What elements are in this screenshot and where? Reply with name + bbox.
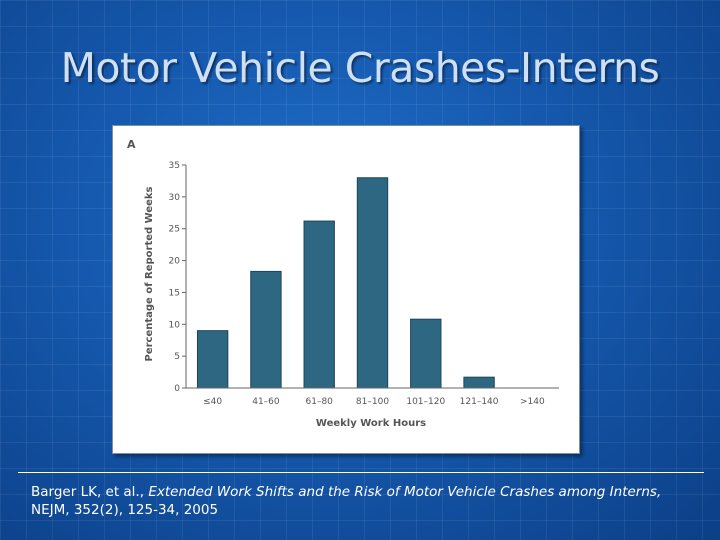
chart-figure: A 0 5 10 15 20 25 30 35 ≤40 41–60 61–80 81–100 101–… bbox=[112, 125, 580, 454]
x-tick-label: ≤40 bbox=[203, 397, 222, 407]
x-tick-label: 41–60 bbox=[252, 397, 280, 407]
y-axis-label: Percentage of Reported Weeks bbox=[144, 186, 155, 361]
x-axis-label: Weekly Work Hours bbox=[316, 418, 426, 429]
y-tick-label: 15 bbox=[169, 288, 180, 298]
x-tick-label: 101–120 bbox=[406, 397, 445, 407]
x-tick-label: 121–140 bbox=[460, 397, 499, 407]
y-tick-label: 30 bbox=[169, 193, 181, 203]
y-tick-label: 35 bbox=[169, 161, 180, 171]
bar bbox=[303, 220, 335, 389]
bars-group bbox=[196, 177, 495, 389]
citation: Barger LK, et al., Extended Work Shifts … bbox=[31, 483, 711, 519]
bar-chart: A 0 5 10 15 20 25 30 35 ≤40 41–60 61–80 81–100 101–… bbox=[127, 138, 559, 429]
citation-article-title: Extended Work Shifts and the Risk of Mot… bbox=[148, 484, 662, 500]
x-tick-label: >140 bbox=[520, 397, 545, 407]
y-tick-label: 20 bbox=[169, 257, 181, 267]
bar bbox=[356, 177, 389, 389]
citation-journal: NEJM, 352(2), 125-34, 2005 bbox=[31, 502, 219, 518]
bar bbox=[410, 318, 442, 389]
x-tick-label: 61–80 bbox=[306, 397, 334, 407]
x-axis: ≤40 41–60 61–80 81–100 101–120 121–140 >140 bbox=[186, 387, 559, 407]
slide-title: Motor Vehicle Crashes-Interns bbox=[60, 44, 660, 92]
bar bbox=[196, 330, 229, 389]
citation-divider bbox=[18, 472, 704, 473]
y-tick-label: 5 bbox=[174, 352, 180, 362]
y-tick-label: 25 bbox=[169, 225, 180, 235]
y-tick-label: 0 bbox=[174, 384, 180, 394]
citation-authors: Barger LK, et al., bbox=[31, 484, 145, 500]
panel-label: A bbox=[127, 138, 136, 151]
x-tick-label: 81–100 bbox=[356, 397, 389, 407]
y-tick-label: 10 bbox=[169, 320, 181, 330]
bar bbox=[250, 270, 282, 389]
bar bbox=[463, 376, 495, 389]
y-axis: 0 5 10 15 20 25 30 35 bbox=[169, 161, 187, 394]
